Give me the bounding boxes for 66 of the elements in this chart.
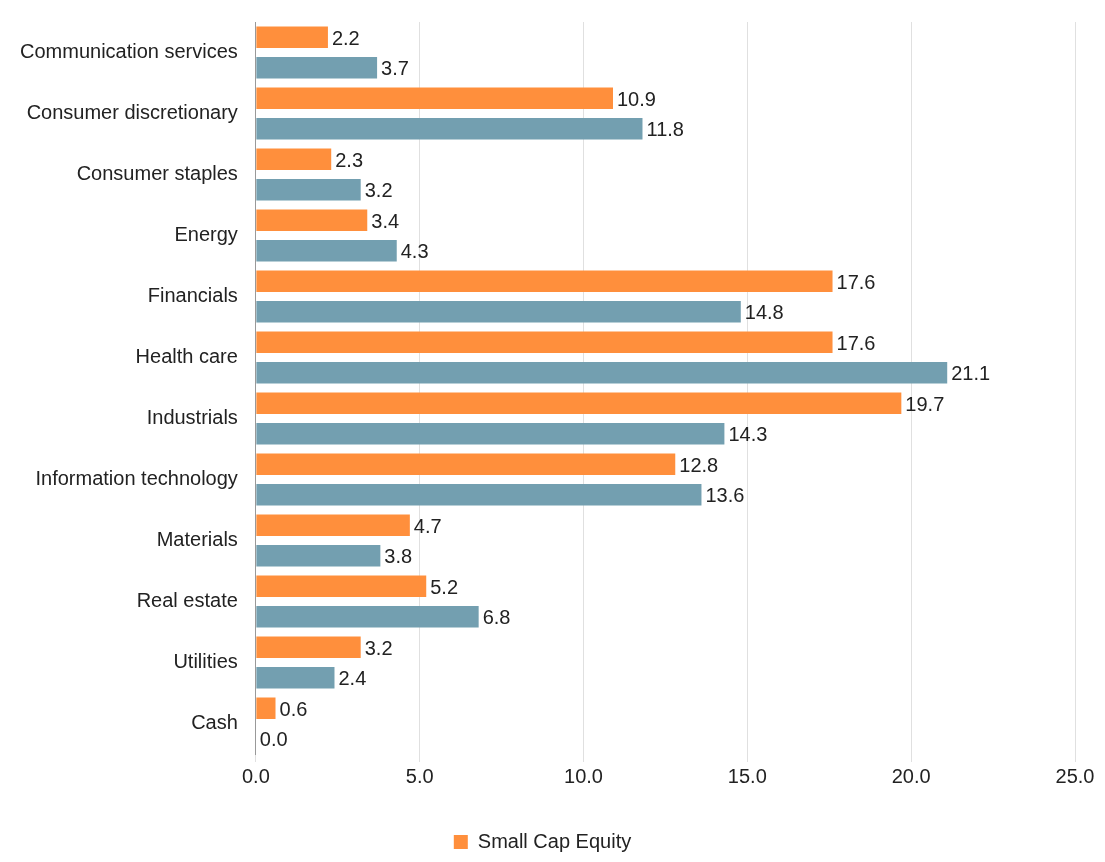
x-tick-label: 0.0 [241,764,270,787]
y-tick-label: Consumer discretionary [26,101,238,124]
y-tick-label: Cash [191,711,238,734]
bar [256,667,335,689]
data-label: 17.6 [836,270,876,293]
y-tick-label: Energy [174,223,238,246]
data-label: 14.3 [728,423,768,446]
bar [256,301,741,323]
data-label: 12.8 [679,453,719,476]
bar [256,453,676,475]
bar [256,392,902,414]
bar [256,362,948,384]
y-tick-label: Financials [147,284,238,307]
x-tick-label: 25.0 [1055,764,1095,787]
data-label: 0.0 [259,728,288,751]
bar [256,270,833,292]
bar [256,423,725,445]
bar [256,331,833,353]
y-tick-label: Health care [135,345,238,368]
data-label: 14.8 [744,301,784,324]
bar [256,148,332,170]
data-label: 2.2 [331,26,360,49]
data-label: 10.9 [617,87,656,110]
data-label: 13.6 [705,484,745,507]
bar [256,240,397,262]
x-tick-label: 10.0 [564,764,603,787]
data-label: 2.3 [335,148,364,171]
y-tick-label: Utilities [173,650,238,673]
data-label: 5.2 [430,575,459,598]
bar [256,26,328,48]
x-tick-label: 5.0 [405,764,434,787]
data-label: 0.6 [279,697,308,720]
y-tick-label: Industrials [146,406,238,429]
y-tick-label: Consumer staples [76,162,238,185]
data-label: 6.8 [482,606,511,629]
bar [256,606,479,628]
data-label: 3.4 [371,209,400,232]
data-label: 17.6 [836,331,876,354]
legend-label: Small Cap Equity [477,829,632,852]
bar [256,545,381,567]
data-label: 2.4 [338,667,367,690]
data-label: 19.7 [905,392,945,415]
bar [256,514,410,536]
bar [256,636,361,658]
bar [256,209,368,231]
x-tick-label: 20.0 [891,764,931,787]
bar [256,57,378,79]
x-tick-label: 15.0 [727,764,767,787]
bar [256,697,276,719]
y-tick-label: Real estate [136,589,238,612]
y-tick-label: Materials [156,528,238,551]
bar [256,179,361,201]
data-label: 3.2 [364,636,393,659]
bar [256,87,613,109]
bar [256,484,702,506]
bar [256,118,643,140]
data-label: 11.8 [646,118,684,141]
data-label: 4.7 [413,514,442,537]
data-label: 4.3 [400,240,429,263]
data-label: 3.7 [381,57,409,80]
bar [256,575,427,597]
data-label: 21.1 [951,362,991,385]
data-label: 3.8 [384,545,413,568]
y-tick-label: Information technology [35,467,238,490]
y-tick-label: Communication services [19,40,238,63]
data-label: 3.2 [364,179,393,202]
